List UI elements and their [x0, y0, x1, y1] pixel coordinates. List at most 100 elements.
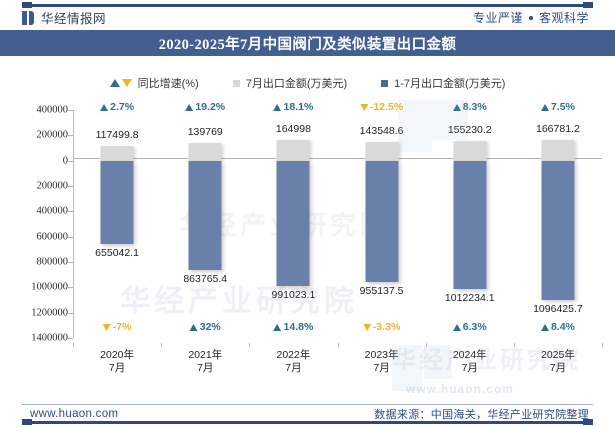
y-axis-tick-label: 200000	[36, 180, 69, 192]
x-axis-tick	[249, 343, 251, 347]
value-label-cumulative: 1012234.1	[444, 291, 495, 304]
x-axis-label-line: 2022年	[276, 349, 311, 361]
growth-label-cumulative: -7%	[102, 321, 132, 333]
top-divider	[22, 4, 593, 7]
bar-group[interactable]: 8.3% 155230.2 1012234.1 6.3%	[426, 100, 514, 350]
growth-value-monthly: 7.5%	[550, 101, 575, 113]
growth-value-cumulative: 6.3%	[462, 321, 487, 333]
x-axis-label-line: 7月	[285, 362, 302, 374]
triangle-up-icon	[100, 103, 109, 111]
x-axis-tick-label: 2020年 7月	[100, 349, 134, 375]
bar-monthly[interactable]	[188, 142, 222, 161]
zero-baseline	[73, 158, 602, 159]
x-axis-label-line: 7月	[549, 362, 567, 374]
legend-item-growth[interactable]: 同比增速(%)	[109, 75, 199, 91]
triangle-up-icon	[540, 323, 549, 331]
growth-label-monthly: 2.7%	[100, 101, 134, 113]
growth-value-monthly: 2.7%	[110, 101, 135, 113]
bar-cumulative[interactable]	[188, 160, 222, 271]
triangle-down-icon	[102, 323, 111, 331]
footer-site-url[interactable]: www.huaon.com	[30, 408, 119, 420]
bar-cumulative[interactable]	[365, 160, 399, 282]
y-axis-tick-label: 400000	[36, 104, 69, 116]
y-axis-tick	[68, 160, 73, 162]
y-axis-tick-label: 0	[62, 155, 68, 167]
x-axis-label-line: 7月	[461, 362, 478, 374]
y-axis-tick-label: 200000	[36, 129, 69, 141]
legend-label-cumulative: 1-7月出口金额(万美元)	[394, 78, 506, 90]
growth-label-monthly: -12.5%	[359, 101, 404, 113]
value-label-monthly: 155230.2	[447, 124, 492, 136]
x-axis-tick	[425, 343, 427, 347]
footer-source: 数据来源：中国海关，华经产业研究院整理	[374, 409, 589, 421]
bar-group[interactable]: 2.7% 117499.8 655042.1 -7%	[73, 100, 161, 350]
x-axis-tick	[337, 343, 339, 347]
triangle-up-icon	[189, 323, 198, 331]
y-axis-tick	[68, 186, 73, 187]
triangle-down-icon	[362, 323, 371, 331]
y-axis-tick-label: 1400000	[31, 332, 68, 344]
bar-cumulative[interactable]	[276, 160, 310, 287]
bar-monthly[interactable]	[276, 139, 310, 161]
value-label-monthly: 117499.8	[95, 128, 139, 141]
growth-value-cumulative: 14.8%	[283, 321, 314, 333]
y-axis-line	[73, 110, 74, 338]
bar-cumulative[interactable]	[541, 160, 575, 300]
bar-monthly[interactable]	[541, 139, 575, 161]
x-axis-label-line: 2021年	[188, 349, 223, 361]
brand: 华经情报网	[22, 8, 106, 27]
legend-label-monthly: 7月出口金额(万美元)	[245, 78, 348, 90]
triangle-up-icon	[273, 323, 282, 331]
bar-group[interactable]: 19.2% 139769 863765.4 32%	[161, 100, 249, 350]
bar-cumulative[interactable]	[453, 160, 487, 289]
legend-label-growth: 同比增速(%)	[137, 78, 199, 90]
growth-label-cumulative: 6.3%	[452, 321, 487, 333]
bottom-divider-cap-right	[583, 419, 593, 425]
x-axis-label-line: 2023年	[364, 349, 399, 361]
legend-item-monthly[interactable]: 7月出口金额(万美元)	[232, 75, 348, 91]
growth-label-cumulative: 14.8%	[273, 321, 314, 333]
bar-monthly[interactable]	[453, 141, 487, 161]
x-axis-tick	[513, 343, 515, 347]
tagline-left: 专业严谨	[472, 11, 523, 25]
page-header: 华经情报网 专业严谨 客观科学	[0, 7, 615, 28]
double-bar-logo-icon	[22, 10, 34, 25]
chart-title-bar: 2020-2025年7月中国阀门及类似装置出口金额	[0, 30, 615, 56]
bar-group[interactable]: 7.5% 166781.2 1096425.7 8.4%	[514, 100, 602, 350]
bar-group[interactable]: 18.1% 164998 991023.1 14.8%	[249, 100, 337, 350]
triangle-up-icon	[540, 103, 549, 111]
value-label-cumulative: 655042.1	[95, 246, 139, 259]
value-label-monthly: 164998	[275, 122, 311, 135]
growth-label-cumulative: -3.3%	[362, 321, 401, 333]
triangle-down-icon	[359, 103, 368, 111]
growth-label-cumulative: 32%	[189, 321, 221, 333]
growth-value-cumulative: -3.3%	[372, 321, 401, 333]
x-axis-tick	[73, 343, 74, 347]
x-axis-label-line: 7月	[373, 362, 390, 374]
x-axis-tick-label: 2022年 7月	[276, 349, 310, 375]
growth-value-cumulative: -7%	[112, 321, 132, 333]
x-axis-tick-label: 2023年 7月	[365, 349, 399, 375]
y-axis-tick	[68, 236, 73, 238]
bar-group[interactable]: -12.5% 143548.6 955137.5 -3.3%	[338, 100, 426, 350]
x-axis-tick	[602, 343, 603, 347]
value-label-cumulative: 991023.1	[271, 289, 316, 302]
growth-value-cumulative: 8.4%	[550, 321, 575, 333]
plot-area: 华经产业研究院 40000020000002000004000006000008…	[0, 100, 615, 374]
watermark-4: www.huaon.com	[406, 382, 514, 396]
growth-label-monthly: 19.2%	[185, 101, 225, 113]
bar-monthly[interactable]	[365, 142, 399, 161]
tagline-right: 客观科学	[538, 11, 589, 25]
bar-cumulative[interactable]	[100, 160, 134, 244]
y-axis-tick-label: 600000	[36, 231, 69, 243]
bar-monthly[interactable]	[100, 145, 134, 161]
x-axis-tick	[161, 343, 163, 347]
value-label-monthly: 166781.2	[536, 122, 580, 135]
triangle-up-icon	[452, 103, 461, 111]
bar-groups: 2.7% 117499.8 655042.1 -7% 19.2% 139769 863765…	[73, 100, 602, 350]
x-axis-tick-label: 2021年 7月	[188, 349, 222, 375]
x-axis-tick-label: 2025年 7月	[541, 349, 575, 375]
growth-value-monthly: -12.5%	[369, 101, 404, 113]
growth-value-monthly: 19.2%	[195, 101, 226, 113]
legend-item-cumulative[interactable]: 1-7月出口金额(万美元)	[381, 75, 505, 91]
